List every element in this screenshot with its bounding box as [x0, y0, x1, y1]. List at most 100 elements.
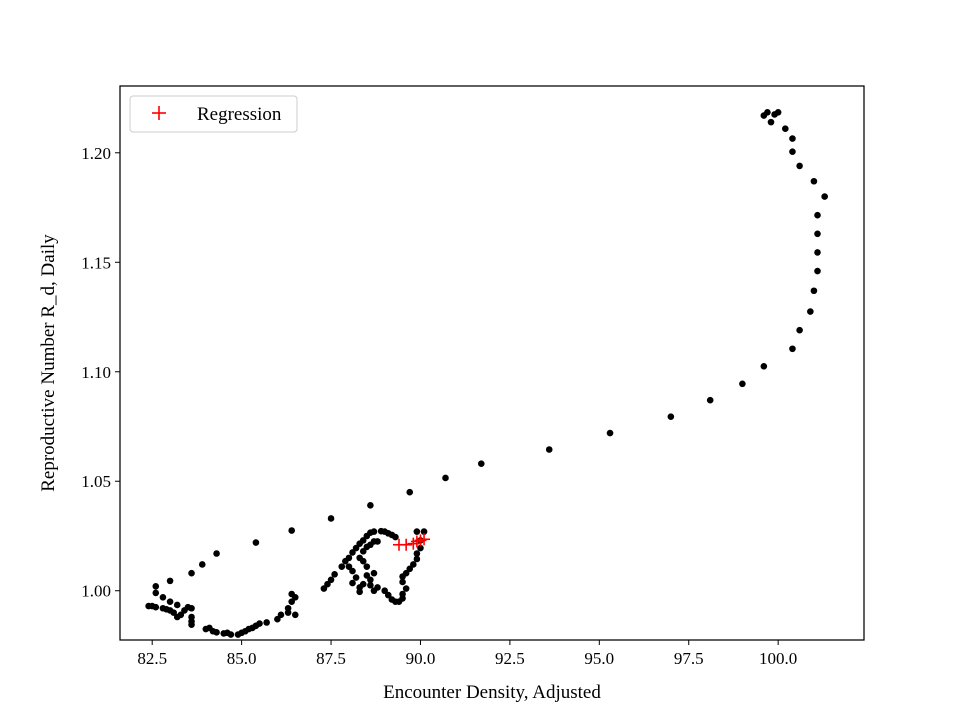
- data-point: [667, 413, 675, 420]
- regression-points: [393, 533, 431, 551]
- data-point: [402, 585, 410, 592]
- data-point: [420, 528, 428, 535]
- x-tick-label: 85.0: [227, 649, 257, 668]
- data-point: [739, 380, 746, 388]
- data-point: [188, 604, 195, 612]
- data-point: [173, 613, 181, 621]
- x-tick-label: 95.0: [584, 649, 614, 668]
- data-point: [370, 528, 378, 535]
- data-point: [413, 555, 421, 563]
- data-point: [288, 527, 295, 534]
- y-tick-label: 1.10: [81, 363, 111, 382]
- data-point: [413, 528, 421, 535]
- data-point: [706, 396, 714, 404]
- y-axis-ticks: 1.00 1.05 1.10 1.15 1.20: [81, 144, 120, 601]
- x-tick-label: 90.0: [406, 649, 436, 668]
- legend-marker-regression: [152, 106, 166, 120]
- data-point: [331, 571, 338, 578]
- data-point: [392, 533, 399, 541]
- data-point: [277, 611, 285, 619]
- data-point: [349, 567, 356, 575]
- data-point: [363, 563, 371, 570]
- data-point: [774, 108, 782, 116]
- data-point: [170, 609, 177, 616]
- data-point: [152, 603, 160, 611]
- data-point: [345, 554, 353, 562]
- data-point: [367, 502, 374, 509]
- data-point: [166, 598, 174, 605]
- data-point: [814, 211, 821, 219]
- data-point: [288, 590, 295, 598]
- data-point: [760, 112, 768, 119]
- legend: Regression: [129, 95, 298, 133]
- data-point: [227, 631, 235, 638]
- data-points: [145, 108, 828, 638]
- data-point: [367, 581, 374, 589]
- data-point: [324, 580, 331, 588]
- y-tick-label: 1.20: [81, 144, 111, 163]
- data-point: [345, 563, 353, 570]
- x-axis-label: Encounter Density, Adjusted: [383, 682, 601, 703]
- data-point: [370, 569, 378, 577]
- data-point: [188, 621, 195, 628]
- data-point: [807, 308, 814, 315]
- data-point: [810, 287, 818, 295]
- data-point: [381, 587, 388, 595]
- regression-point: [418, 533, 431, 546]
- data-point: [327, 576, 335, 584]
- data-point: [814, 230, 821, 238]
- data-point: [810, 177, 818, 185]
- data-point: [166, 577, 174, 585]
- legend-label-regression: Regression: [197, 104, 282, 125]
- data-point: [402, 569, 410, 577]
- data-point: [252, 539, 260, 546]
- data-point: [796, 326, 803, 334]
- data-point: [399, 590, 406, 598]
- data-point: [399, 578, 406, 586]
- x-tick-label: 100.0: [759, 649, 797, 668]
- data-point: [152, 589, 160, 597]
- x-tick-label: 87.5: [316, 649, 346, 668]
- data-point: [413, 550, 421, 557]
- data-point: [256, 620, 263, 627]
- data-point: [477, 460, 485, 468]
- data-point: [789, 148, 796, 155]
- data-point: [188, 569, 195, 577]
- data-point: [545, 446, 553, 453]
- y-tick-label: 1.05: [81, 472, 111, 491]
- data-point: [814, 249, 821, 256]
- data-point: [406, 565, 414, 573]
- x-tick-label: 82.5: [137, 649, 167, 668]
- y-tick-label: 1.00: [81, 582, 111, 601]
- x-axis-ticks: 82.5 85.0 87.5 90.0 92.5 95.0 97.5 100.0: [137, 640, 797, 668]
- data-point: [384, 591, 392, 599]
- data-point: [367, 576, 374, 584]
- data-point: [213, 629, 220, 636]
- data-point: [606, 429, 614, 437]
- data-point: [410, 561, 417, 568]
- data-point: [159, 594, 167, 601]
- data-point: [349, 579, 356, 587]
- data-point: [359, 548, 367, 555]
- data-point: [213, 550, 220, 557]
- data-point: [363, 572, 371, 579]
- y-axis-label: Reproductive Number R_d, Daily: [38, 234, 59, 492]
- data-point: [442, 474, 449, 482]
- data-point: [767, 118, 775, 126]
- y-tick-label: 1.15: [81, 253, 111, 272]
- data-point: [789, 345, 796, 353]
- data-point: [263, 619, 270, 626]
- data-point: [173, 601, 181, 609]
- data-point: [356, 588, 363, 596]
- data-point: [406, 488, 414, 496]
- x-tick-label: 92.5: [495, 649, 525, 668]
- data-point: [789, 135, 796, 142]
- legend-box: [129, 95, 298, 133]
- data-point: [359, 537, 367, 544]
- data-point: [349, 549, 356, 556]
- data-point: [760, 362, 768, 370]
- data-point: [796, 162, 803, 170]
- data-point: [198, 561, 206, 568]
- data-point: [338, 563, 346, 570]
